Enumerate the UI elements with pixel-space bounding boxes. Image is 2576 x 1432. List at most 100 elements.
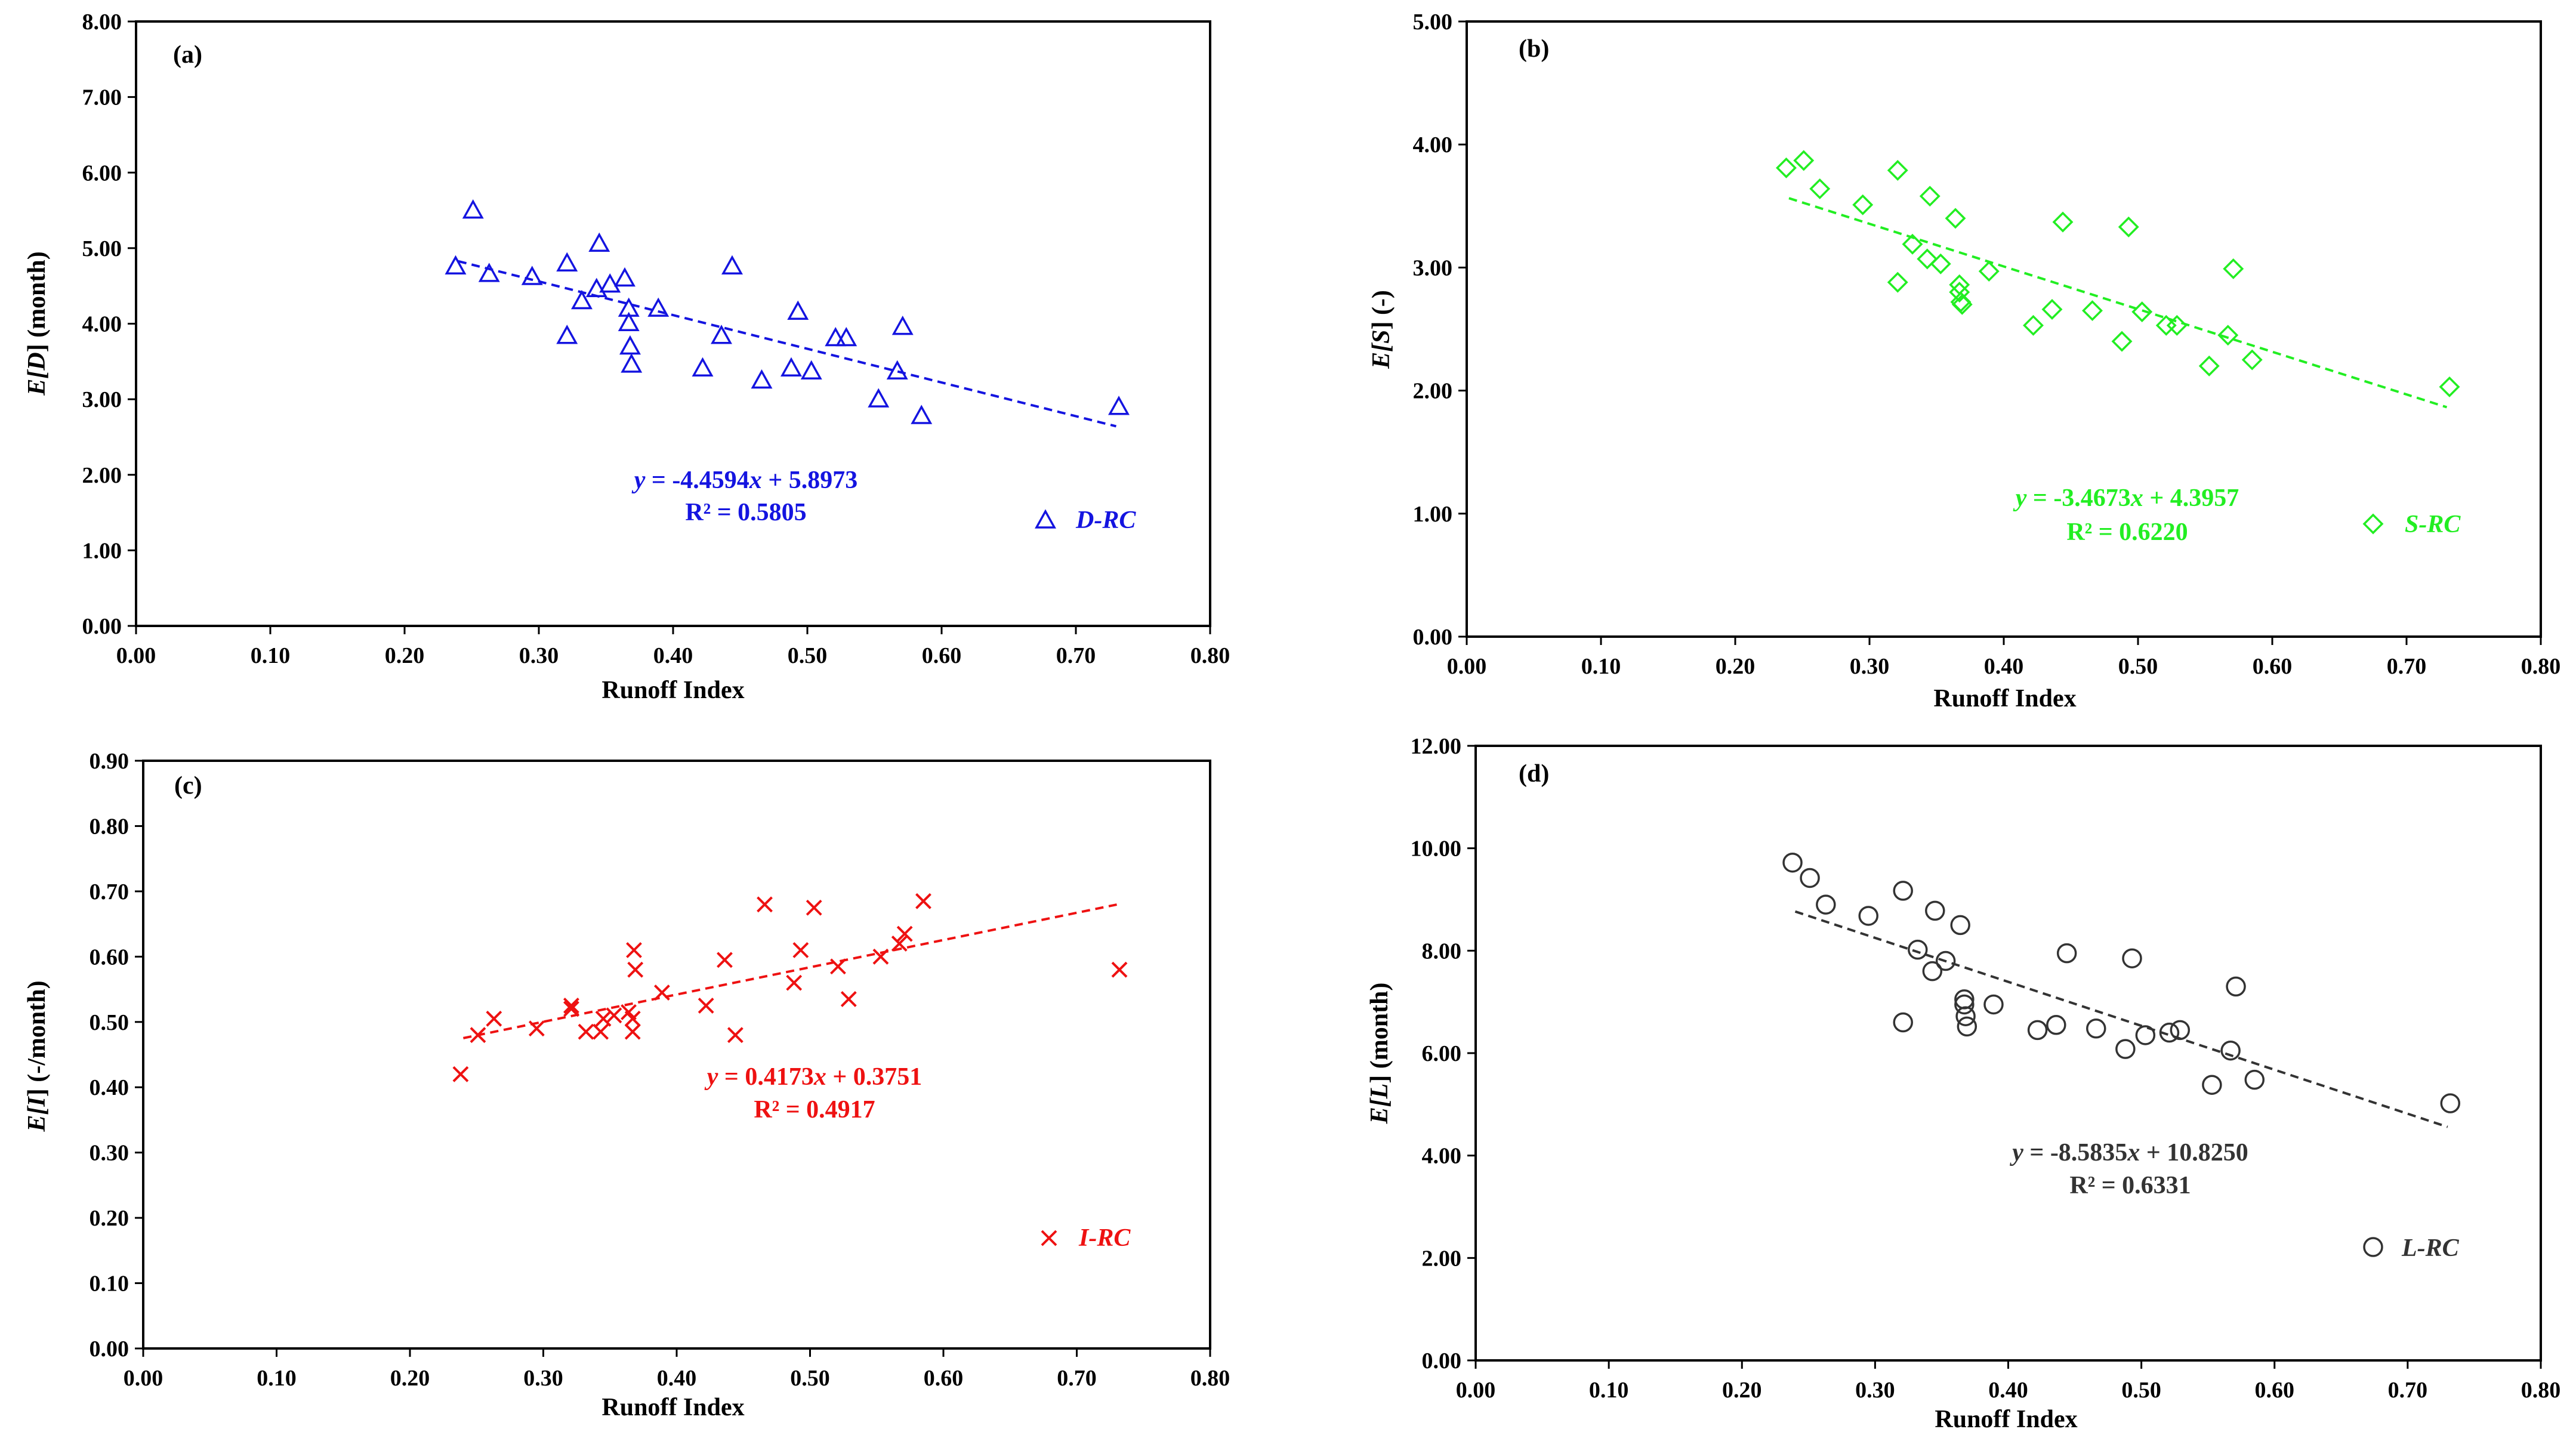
regression-equation: y = -8.5835x + 10.8250 [2009,1139,2248,1166]
x-tick-label: 0.60 [924,1366,964,1391]
data-point [1930,253,1951,274]
data-point [2135,1025,2156,1045]
y-tick-label: 0.00 [82,614,122,639]
data-point [1776,157,1797,178]
data-point [2440,1093,2461,1113]
data-point [1893,1012,1913,1033]
data-point [727,1027,744,1044]
x-tick-label: 0.30 [519,643,559,668]
data-point [563,998,579,1014]
y-tick-label: 5.00 [82,236,122,261]
data-point [470,1027,486,1044]
data-point [619,335,641,355]
y-ticks: 0.00 1.00 2.00 3.00 4.00 5.00 6.00 7.00 8.00 [82,10,136,639]
data-point [2223,258,2244,279]
y-tick-label: 0.70 [90,879,129,905]
data-point [757,896,773,913]
regression-equation: y = 0.4173x + 0.3751 [704,1063,923,1091]
plot-frame [142,760,1211,1350]
data-point [486,1010,502,1027]
data-point [1922,961,1943,982]
x-axis-label: Runoff Index [1933,685,2076,712]
data-point [1949,274,1970,295]
data-point [2115,1039,2136,1059]
data-point [624,1023,641,1040]
x-tick-label: 0.70 [2388,1378,2428,1403]
data-point [711,325,732,344]
data-point [528,1020,545,1037]
data-point [571,289,593,310]
data-point [2202,1075,2222,1095]
data-point [1955,1006,1976,1026]
y-tick-label: 1.00 [82,538,122,563]
y-tick-label: 0.10 [90,1271,129,1297]
regression-line [458,260,1116,428]
x-tick-label: 0.80 [1190,643,1230,668]
data-point [556,252,578,271]
panel-label: (b) [1519,35,1549,63]
data-point [2041,299,2063,320]
data-point [626,942,642,958]
regression-line [1788,197,2448,409]
data-point [1935,950,1956,971]
data-point [585,277,607,298]
data-point [595,1010,612,1027]
data-point [599,273,621,293]
data-points [452,893,1128,1082]
data-point [2244,1069,2265,1090]
legend-label: L-RC [2401,1235,2460,1262]
data-point [588,232,610,252]
x-ticks: 0.00 0.10 0.20 0.30 0.40 0.50 0.60 0.70 0.80 [1447,637,2561,679]
data-point [872,948,889,965]
data-point [780,357,802,376]
data-point [717,952,733,968]
data-point [1954,994,1975,1015]
data-point [1887,160,1908,181]
x-ticks: 0.00 0.10 0.20 0.30 0.40 0.50 0.60 0.70 0.80 [1456,1360,2561,1403]
data-point [1925,900,1945,921]
data-point [698,998,714,1014]
data-point [2226,976,2246,997]
data-point [2027,1020,2048,1041]
data-point [1950,915,1970,936]
x-ticks: 0.00 0.10 0.20 0.30 0.40 0.50 0.60 0.70 0.80 [116,626,1230,668]
data-point [2439,376,2460,397]
data-point [2122,948,2142,968]
y-tick-label: 0.60 [90,945,129,970]
data-point [654,984,670,1001]
y-tick-label: 0.00 [1413,625,1453,650]
data-point [792,942,809,958]
r-squared: R² = 0.6331 [2069,1172,2191,1199]
data-point [1908,939,1928,960]
x-tick-label: 0.80 [2521,654,2561,679]
y-tick-label: 6.00 [1422,1041,1462,1066]
panel-b: (b) Runoff Index E[S] (-) 0.00 0.10 0.20 0.… [1368,10,2560,712]
x-tick-label: 0.80 [2521,1378,2561,1403]
x-tick-label: 0.30 [1850,654,1890,679]
data-point [1893,881,1913,901]
data-point [2056,943,2077,964]
y-tick-label: 10.00 [1411,837,1462,862]
data-point [891,315,914,335]
y-ticks: 0.00 1.00 2.00 3.00 4.00 5.00 [1413,10,1467,650]
panel-label: (a) [173,41,202,69]
data-point [521,266,543,285]
x-tick-label: 0.00 [1456,1378,1496,1403]
x-tick-label: 0.40 [1988,1378,2028,1403]
y-tick-label: 0.90 [90,749,129,774]
data-point [1978,261,2000,282]
plot-frame [1466,20,2542,638]
regression-equation: y = -4.4594x + 5.8973 [631,467,858,494]
data-point [2118,216,2139,237]
data-point [618,311,640,331]
y-tick-label: 8.00 [1422,939,1462,964]
y-tick-label: 0.20 [90,1206,129,1231]
data-point [2111,331,2133,352]
data-point [786,974,803,991]
x-axis-label: Runoff Index [601,677,744,704]
panel-a: (a) Runoff Index E[D] (month) 0.00 0.10 0.… [23,10,1230,704]
data-point [2082,300,2103,322]
data-point [1983,994,2004,1015]
data-point [624,1010,641,1027]
